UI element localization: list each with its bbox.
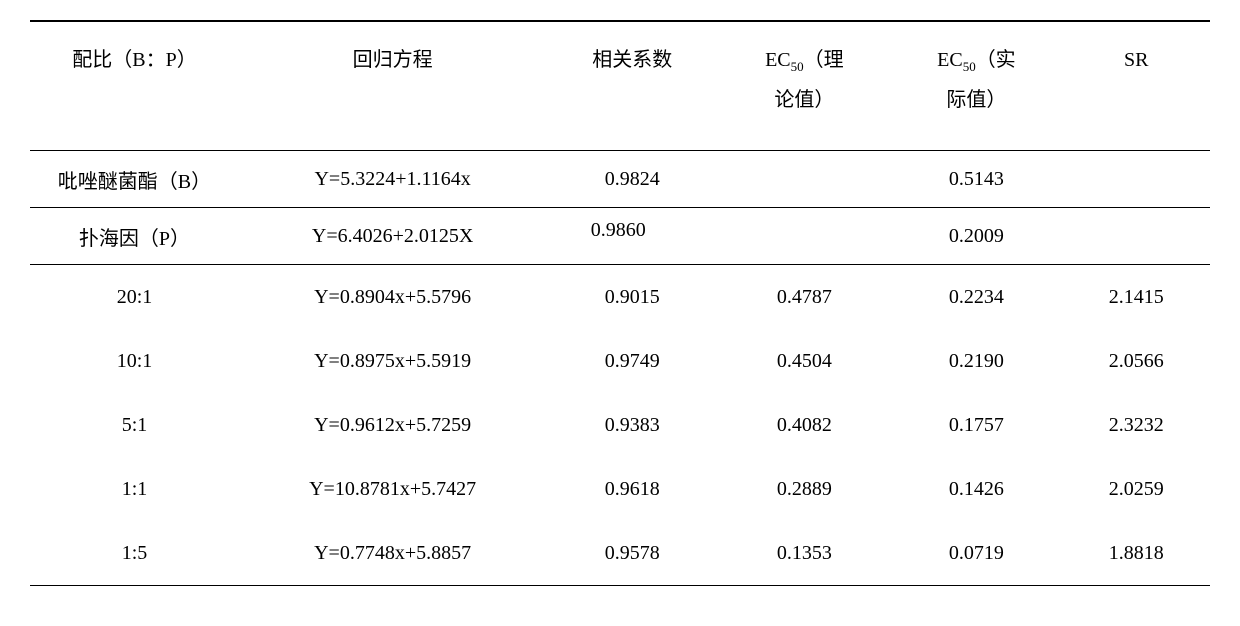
- cell-ec50-act: 0.2190: [890, 329, 1062, 393]
- cell-equation: Y=5.3224+1.1164x: [239, 151, 546, 208]
- header-ratio: 配比（B：P）: [30, 21, 239, 151]
- table-row: 10:1 Y=0.8975x+5.5919 0.9749 0.4504 0.21…: [30, 329, 1210, 393]
- table-row: 扑海因（P） Y=6.4026+2.0125X 0.9860 0.2009: [30, 208, 1210, 265]
- cell-corr: 0.9578: [546, 521, 718, 586]
- table-row: 吡唑醚菌酯（B） Y=5.3224+1.1164x 0.9824 0.5143: [30, 151, 1210, 208]
- table-row: 1:5 Y=0.7748x+5.8857 0.9578 0.1353 0.071…: [30, 521, 1210, 586]
- header-sr-text: SR: [1124, 49, 1148, 71]
- cell-corr: 0.9383: [546, 393, 718, 457]
- cell-equation: Y=0.9612x+5.7259: [239, 393, 546, 457]
- cell-corr: 0.9749: [546, 329, 718, 393]
- cell-equation: Y=10.8781x+5.7427: [239, 457, 546, 521]
- cell-corr: 0.9015: [546, 265, 718, 330]
- cell-ec50-act: 0.2009: [890, 208, 1062, 265]
- cell-ec50-theo: 0.4082: [718, 393, 890, 457]
- cell-ec50-theo: 0.4787: [718, 265, 890, 330]
- header-equation-text: 回归方程: [353, 49, 433, 71]
- header-ec50-act-tail: （实: [976, 49, 1016, 71]
- header-ec50-act-ec: EC: [937, 49, 963, 71]
- header-equation: 回归方程: [239, 21, 546, 151]
- cell-sr: [1062, 208, 1210, 265]
- cell-ec50-theo: 0.2889: [718, 457, 890, 521]
- cell-ratio: 扑海因（P）: [30, 208, 239, 265]
- cell-ec50-theo: [718, 208, 890, 265]
- cell-ec50-act: 0.2234: [890, 265, 1062, 330]
- cell-corr: 0.9860: [546, 208, 718, 265]
- cell-ec50-theo: 0.1353: [718, 521, 890, 586]
- cell-sr: [1062, 151, 1210, 208]
- cell-sr: 2.0259: [1062, 457, 1210, 521]
- cell-sr: 2.0566: [1062, 329, 1210, 393]
- cell-ec50-act: 0.1426: [890, 457, 1062, 521]
- cell-ec50-theo: [718, 151, 890, 208]
- cell-ratio: 吡唑醚菌酯（B）: [30, 151, 239, 208]
- header-ec50-theo: EC50（理 论值）: [718, 21, 890, 151]
- cell-ratio: 1:1: [30, 457, 239, 521]
- cell-equation: Y=0.7748x+5.8857: [239, 521, 546, 586]
- cell-sr: 2.3232: [1062, 393, 1210, 457]
- table-row: 5:1 Y=0.9612x+5.7259 0.9383 0.4082 0.175…: [30, 393, 1210, 457]
- header-ec50-act: EC50（实 际值）: [890, 21, 1062, 151]
- table-row: 1:1 Y=10.8781x+5.7427 0.9618 0.2889 0.14…: [30, 457, 1210, 521]
- header-ec50-act-sub: 50: [963, 59, 976, 74]
- header-ec50-theo-ec: EC: [765, 49, 791, 71]
- cell-corr-val: 0.9860: [591, 219, 646, 241]
- cell-ratio: 1:5: [30, 521, 239, 586]
- header-sr: SR: [1062, 21, 1210, 151]
- regression-table: 配比（B：P） 回归方程 相关系数 EC50（理 论值） EC50（实 际值） …: [30, 20, 1210, 586]
- header-corr: 相关系数: [546, 21, 718, 151]
- cell-sr: 2.1415: [1062, 265, 1210, 330]
- table-row: 20:1 Y=0.8904x+5.5796 0.9015 0.4787 0.22…: [30, 265, 1210, 330]
- table-header-row: 配比（B：P） 回归方程 相关系数 EC50（理 论值） EC50（实 际值） …: [30, 21, 1210, 151]
- header-ec50-theo-sub: 50: [791, 59, 804, 74]
- header-ec50-act-l2: 际值）: [946, 89, 1006, 111]
- header-ec50-theo-tail: （理: [804, 49, 844, 71]
- header-ec50-theo-l2: 论值）: [774, 89, 834, 111]
- cell-ec50-act: 0.5143: [890, 151, 1062, 208]
- cell-equation: Y=0.8904x+5.5796: [239, 265, 546, 330]
- header-ratio-text: 配比（B：P）: [72, 49, 196, 71]
- cell-sr: 1.8818: [1062, 521, 1210, 586]
- cell-equation: Y=0.8975x+5.5919: [239, 329, 546, 393]
- cell-corr: 0.9824: [546, 151, 718, 208]
- cell-equation: Y=6.4026+2.0125X: [239, 208, 546, 265]
- cell-ratio: 10:1: [30, 329, 239, 393]
- cell-ec50-act: 0.0719: [890, 521, 1062, 586]
- cell-ec50-theo: 0.4504: [718, 329, 890, 393]
- header-corr-text: 相关系数: [592, 49, 672, 71]
- cell-ratio: 5:1: [30, 393, 239, 457]
- cell-corr: 0.9618: [546, 457, 718, 521]
- cell-ratio: 20:1: [30, 265, 239, 330]
- cell-ec50-act: 0.1757: [890, 393, 1062, 457]
